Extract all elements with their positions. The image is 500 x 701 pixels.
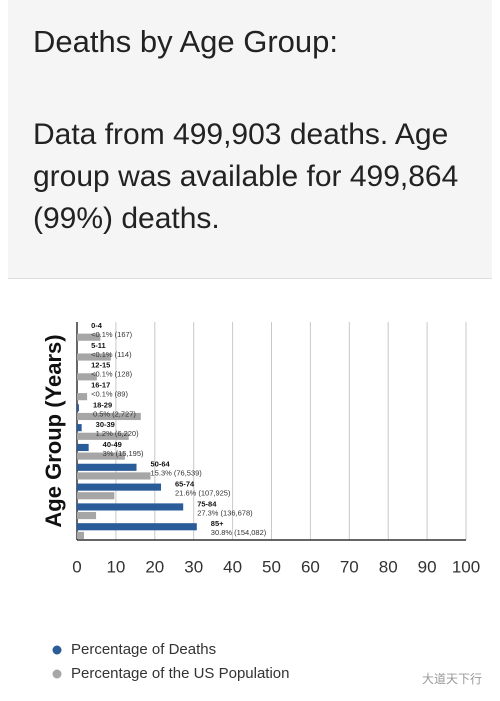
category-label: 40-49 xyxy=(103,440,122,449)
value-label: 27.3% (136,678) xyxy=(197,508,253,517)
category-label: 16-17 xyxy=(91,380,110,389)
value-label: 1.2% (6,220) xyxy=(96,429,139,438)
category-label: 75-84 xyxy=(197,499,217,508)
value-label: <0.1% (167) xyxy=(91,330,133,339)
bar xyxy=(77,404,79,412)
header-card xyxy=(8,0,492,279)
bar xyxy=(77,393,88,401)
value-label: <0.1% (89) xyxy=(91,389,128,398)
legend-label: Percentage of the US Population xyxy=(71,665,289,682)
bar xyxy=(77,463,137,471)
category-label: 30-39 xyxy=(96,420,115,429)
x-tick-label: 30 xyxy=(184,557,203,576)
watermark: 大道天下行 xyxy=(421,672,482,686)
legend-marker xyxy=(52,645,62,655)
legend-label: Percentage of Deaths xyxy=(71,641,216,658)
x-tick-label: 70 xyxy=(340,557,359,576)
x-tick-label: 10 xyxy=(106,557,125,576)
value-label: 30.8% (154,082) xyxy=(211,528,267,537)
x-tick-label: 80 xyxy=(379,557,398,576)
chart-title: Deaths by Age Group: xyxy=(33,24,339,59)
bar xyxy=(77,492,115,500)
bar xyxy=(77,424,82,432)
bar xyxy=(77,531,85,539)
x-tick-label: 100 xyxy=(452,557,480,576)
bar xyxy=(77,353,111,361)
category-label: 65-74 xyxy=(175,480,195,489)
x-tick-label: 40 xyxy=(223,557,242,576)
value-label: 21.6% (107,925) xyxy=(175,489,231,498)
bar xyxy=(77,523,197,531)
category-label: 12-15 xyxy=(91,361,110,370)
x-tick-label: 0 xyxy=(72,557,81,576)
category-label: 85+ xyxy=(211,519,224,528)
category-label: 50-64 xyxy=(151,460,171,469)
bar xyxy=(77,483,162,491)
x-tick-label: 50 xyxy=(262,557,281,576)
y-axis-title: Age Group (Years) xyxy=(41,334,66,527)
category-label: 0-4 xyxy=(91,321,103,330)
value-label: 15.3% (76,539) xyxy=(151,469,203,478)
bar xyxy=(77,472,151,480)
x-tick-label: 20 xyxy=(145,557,164,576)
bar xyxy=(77,373,97,381)
x-tick-label: 90 xyxy=(418,557,437,576)
bar xyxy=(77,503,184,511)
chart-subtitle: Data from 499,903 deaths. Age group was … xyxy=(33,118,459,235)
bar xyxy=(77,432,129,440)
x-tick-label: 60 xyxy=(301,557,320,576)
value-label: 0.5% (2,727) xyxy=(93,409,136,418)
category-label: 18-29 xyxy=(93,400,112,409)
bar xyxy=(77,443,89,452)
bar xyxy=(77,412,141,421)
value-label: <0.1% (114) xyxy=(91,350,132,359)
value-label: <0.1% (128) xyxy=(91,370,133,379)
category-label: 5-11 xyxy=(91,341,106,350)
bar xyxy=(77,333,101,341)
value-label: 3% (15,195) xyxy=(103,449,144,458)
bar xyxy=(77,511,97,520)
bar xyxy=(77,452,125,460)
legend-marker xyxy=(52,669,62,679)
